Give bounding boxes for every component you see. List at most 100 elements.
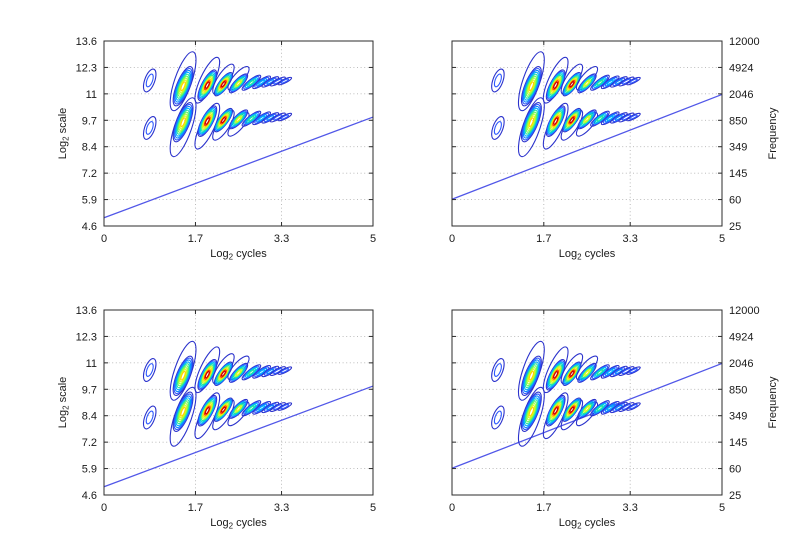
grid <box>105 42 372 225</box>
y-tick-label: 850 <box>729 115 747 127</box>
contour-ring <box>491 115 505 140</box>
contour-ring <box>173 357 193 395</box>
contour-ring <box>606 405 614 411</box>
contour-blob-hook <box>142 68 157 93</box>
y-tick-label: 60 <box>729 195 741 207</box>
y-axis-label-left: Log2 scale <box>57 377 71 429</box>
y-tick-label: 12000 <box>729 36 760 48</box>
contour-blob-s5 <box>277 366 293 375</box>
x-tick-label: 5 <box>370 233 376 245</box>
y-tick-label: 4924 <box>729 62 753 74</box>
contour-ring <box>609 76 628 88</box>
contour-blob-s1 <box>590 110 610 127</box>
y-tick-label: 349 <box>729 411 747 423</box>
contour-ring <box>180 81 186 92</box>
contour-blob-s5 <box>277 76 293 86</box>
contour-blob-b4 <box>212 397 235 431</box>
contour-ring <box>524 399 538 425</box>
contour-ring <box>523 397 539 427</box>
x-tick-label: 0 <box>449 233 455 245</box>
y-tick-label: 7.2 <box>82 437 97 449</box>
contour-ring <box>204 407 210 415</box>
contour-ring <box>266 115 275 121</box>
contour-row <box>491 340 641 401</box>
contour-ring <box>614 115 623 121</box>
contour-ring <box>609 365 628 378</box>
contour-blob-s5 <box>626 402 641 411</box>
contour-row <box>491 386 641 447</box>
contour-blob-b5 <box>227 355 250 383</box>
contour-ring <box>142 405 157 430</box>
contour-blob-s5 <box>626 76 641 86</box>
contour-ring <box>546 106 565 136</box>
contour-row <box>142 340 293 401</box>
contour-ring <box>545 105 566 137</box>
contour-ring <box>145 121 154 135</box>
contour-ring <box>258 405 266 411</box>
contour-ring <box>595 114 605 123</box>
contour-ring <box>614 79 623 85</box>
plot-border <box>451 40 723 227</box>
y-tick-label: 5.9 <box>82 464 97 476</box>
contour-blob-s2 <box>252 400 272 415</box>
contour-ring <box>172 391 194 432</box>
contour-ring <box>252 111 272 126</box>
contour-ring <box>545 394 566 427</box>
contour-ring <box>491 358 505 382</box>
contour-ring <box>525 75 537 97</box>
contour-ring <box>174 359 192 393</box>
contour-ring <box>545 69 566 101</box>
contour-ring <box>177 365 189 387</box>
y-axis-label-left: Log2 scale <box>57 108 71 160</box>
contour-ring <box>176 363 190 389</box>
contour-blob-b5 <box>575 109 599 137</box>
contour-ring <box>600 400 620 415</box>
contour-ring <box>553 371 559 379</box>
x-tick-label: 5 <box>719 233 725 245</box>
subplot-top-left: 0 1.7 3.3 5 13.6 12.3 11 9.7 8.4 7.2 5.9 4.6 Log2 cy… <box>57 36 376 262</box>
x-tick-label: 5 <box>719 502 725 514</box>
contour-ring <box>248 79 255 86</box>
contour-ring <box>177 401 189 423</box>
contour-ring <box>604 403 616 412</box>
contour-blob-main <box>517 51 545 112</box>
contour-ring <box>591 111 609 126</box>
contour-ring <box>174 105 192 139</box>
y-tick-label: 4924 <box>729 331 753 343</box>
contour-ring <box>175 107 191 137</box>
contour-ring <box>525 365 537 387</box>
contour-ring <box>197 105 218 137</box>
contour-ring <box>198 396 217 426</box>
diagonal-line <box>103 116 374 219</box>
y-tick-label: 850 <box>729 384 747 396</box>
contour-ring <box>528 406 535 417</box>
contour-blob-hook <box>142 358 157 382</box>
contour-ring <box>546 70 565 100</box>
contour-ring <box>618 112 635 123</box>
contour-ring <box>243 75 260 90</box>
contour-ring <box>525 111 537 133</box>
contour-row <box>142 386 293 447</box>
contour-ring <box>244 77 258 89</box>
contour-ring <box>596 405 604 412</box>
contour-ring <box>198 70 217 100</box>
y-tick-label: 13.6 <box>76 305 97 317</box>
contour-ring <box>244 366 258 378</box>
contour-ring <box>629 78 638 84</box>
contour-ring <box>553 117 559 125</box>
contour-ring <box>277 112 293 122</box>
subplot-bottom-right: 0 1.7 3.3 5 12000 4924 2046 850 349 145 60 25 Log2 c… <box>449 305 779 531</box>
contour-ring <box>269 402 286 412</box>
diagonal-line <box>103 385 374 488</box>
contour-ring <box>606 369 614 375</box>
y-tick-label: 60 <box>729 464 741 476</box>
tick-labels: 0 1.7 3.3 5 12000 4924 2046 850 349 145 60 25 <box>449 305 760 514</box>
contour-ring <box>595 78 605 87</box>
contour-ring <box>528 117 535 128</box>
contour-ring <box>277 366 293 375</box>
contour-ring <box>526 77 537 95</box>
contour-ring <box>491 405 505 430</box>
contour-ring <box>569 406 575 413</box>
contour-ring <box>256 403 268 412</box>
y-tick-label: 145 <box>729 168 747 180</box>
